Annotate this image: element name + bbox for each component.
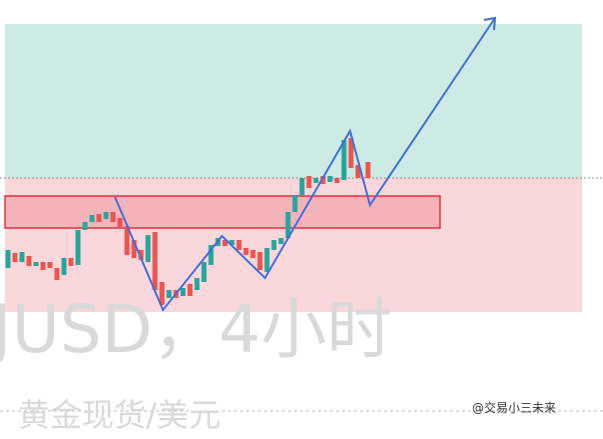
candle bbox=[5, 250, 11, 268]
candle bbox=[201, 262, 207, 282]
candle bbox=[33, 262, 39, 266]
candle bbox=[341, 140, 347, 180]
candle bbox=[278, 238, 284, 244]
candle bbox=[12, 253, 18, 262]
candle bbox=[75, 230, 81, 265]
candle bbox=[26, 256, 32, 266]
candle bbox=[82, 222, 88, 230]
candle bbox=[313, 178, 319, 183]
candle bbox=[159, 282, 165, 305]
supply-zone bbox=[4, 195, 441, 229]
target-zone bbox=[5, 24, 582, 178]
candle bbox=[131, 240, 137, 258]
candle bbox=[180, 288, 186, 296]
candle bbox=[306, 176, 312, 188]
projection-path bbox=[114, 17, 496, 312]
candle bbox=[271, 240, 277, 250]
candle bbox=[145, 235, 151, 262]
candles bbox=[5, 138, 371, 305]
candle bbox=[222, 240, 228, 246]
candle bbox=[243, 248, 249, 255]
candle bbox=[40, 262, 46, 270]
candle bbox=[61, 258, 67, 275]
watermark-symbol: JUSD，4小时 bbox=[0, 291, 392, 368]
candle bbox=[187, 284, 193, 296]
candle bbox=[327, 176, 333, 182]
candle bbox=[334, 178, 340, 183]
candle bbox=[138, 250, 144, 260]
candle bbox=[292, 195, 298, 212]
candle bbox=[89, 215, 95, 222]
watermark-name: 黄金现货/美元 bbox=[18, 396, 221, 434]
candle bbox=[117, 218, 123, 228]
candle bbox=[299, 178, 305, 195]
candle bbox=[236, 240, 242, 250]
candle bbox=[96, 214, 102, 222]
candle bbox=[229, 240, 235, 245]
candle bbox=[348, 138, 354, 168]
candle bbox=[320, 176, 326, 184]
candle bbox=[285, 212, 291, 238]
candle bbox=[47, 262, 53, 268]
candle bbox=[110, 212, 116, 222]
candle bbox=[365, 162, 371, 178]
candle bbox=[264, 248, 270, 272]
candle bbox=[355, 165, 361, 178]
arrow-head bbox=[483, 16, 497, 31]
candle bbox=[124, 226, 130, 255]
candle bbox=[68, 258, 74, 266]
candle bbox=[194, 278, 200, 290]
candle bbox=[152, 232, 158, 290]
candle bbox=[166, 290, 172, 298]
candle bbox=[250, 250, 256, 258]
candle bbox=[19, 252, 25, 262]
candle bbox=[103, 212, 109, 219]
candle bbox=[54, 268, 60, 280]
credit: @交易小三未来 bbox=[472, 400, 556, 415]
candle bbox=[257, 252, 263, 270]
candle bbox=[208, 245, 214, 265]
